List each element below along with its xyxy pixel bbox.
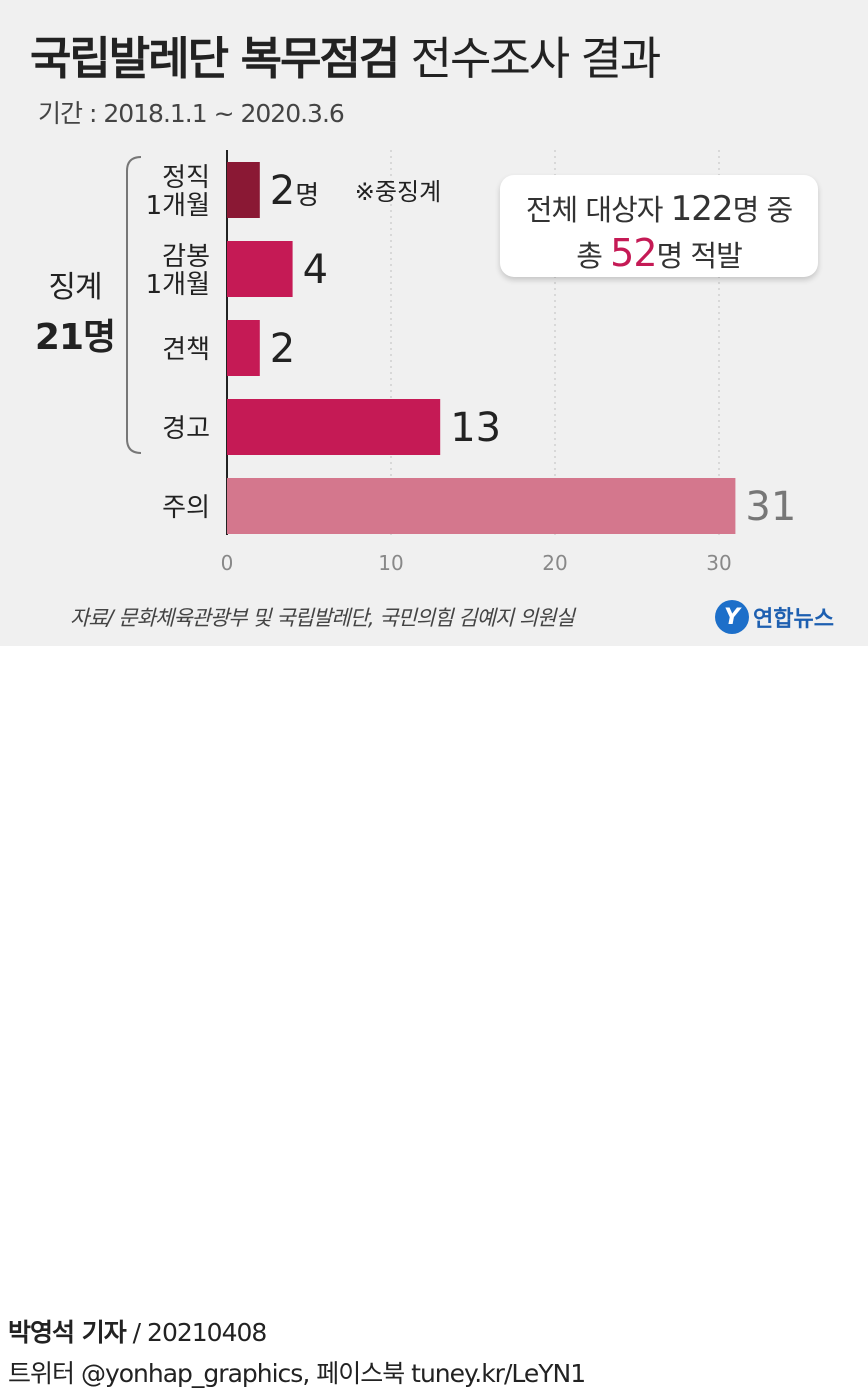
summary-text: 명 적발	[656, 239, 743, 273]
summary-text: 전체 대상자	[525, 193, 671, 227]
yonhap-logo-icon: Y	[715, 600, 749, 634]
data-label: 13	[450, 405, 501, 451]
page-title: 국립발레단 복무점검 전수조사 결과	[30, 22, 662, 87]
category-label: 경고	[162, 414, 210, 444]
footer: 박영석 기자 / 20210408 트위터 @yonhap_graphics, …	[0, 646, 868, 1388]
bar	[227, 478, 736, 534]
x-tick-label: 0	[221, 551, 234, 575]
data-label: 31	[745, 484, 796, 530]
summary-line-1: 전체 대상자 122명 중	[500, 187, 818, 229]
reporter-line: 박영석 기자 / 20210408	[8, 1313, 268, 1349]
summary-total: 122	[670, 189, 734, 229]
summary-caught: 52	[610, 231, 657, 275]
summary-line-2: 총 52명 적발	[500, 231, 818, 275]
reporter-date: / 20210408	[125, 1318, 268, 1347]
heavy-discipline-note: ※중징계	[355, 178, 441, 206]
discipline-group-label: 징계 21명	[30, 262, 120, 360]
logo-text: 연합뉴스	[753, 607, 834, 632]
chart-panel: 국립발레단 복무점검 전수조사 결과 기간 : 2018.1.1 ~ 2020.…	[0, 0, 868, 646]
bar	[227, 162, 260, 218]
title-bold: 국립발레단 복무점검	[30, 32, 400, 85]
group-name: 징계	[48, 270, 102, 305]
x-tick-label: 20	[542, 551, 567, 575]
data-label: 4	[303, 247, 328, 293]
x-tick-label: 30	[706, 551, 731, 575]
bar	[227, 320, 260, 376]
data-label: 2명	[270, 168, 319, 214]
category-label: 주의	[162, 493, 210, 523]
yonhap-logo: Y 연합뉴스	[715, 597, 834, 637]
summary-text: 명 중	[732, 193, 794, 227]
category-label: 견책	[162, 335, 210, 365]
bar	[227, 399, 441, 455]
category-label: 1개월	[146, 270, 210, 300]
reporter-name: 박영석 기자	[8, 1318, 127, 1347]
source-note: 자료/ 문화체육관광부 및 국립발레단, 국민의힘 김예지 의원실	[70, 606, 575, 630]
data-label: 2	[270, 326, 295, 372]
sns-line: 트위터 @yonhap_graphics, 페이스북 tuney.kr/LeYN…	[8, 1359, 586, 1388]
category-label: 감봉	[162, 242, 210, 272]
group-count: 21명	[34, 317, 116, 358]
title-light: 전수조사 결과	[410, 32, 662, 85]
summary-box: 전체 대상자 122명 중 총 52명 적발	[500, 175, 818, 277]
x-tick-label: 10	[378, 551, 403, 575]
category-label: 1개월	[146, 191, 210, 221]
category-label: 정직	[162, 163, 210, 193]
period-label: 기간 : 2018.1.1 ~ 2020.3.6	[38, 99, 345, 128]
summary-text: 총	[576, 239, 611, 273]
bar	[227, 241, 293, 297]
group-bracket	[126, 156, 142, 454]
